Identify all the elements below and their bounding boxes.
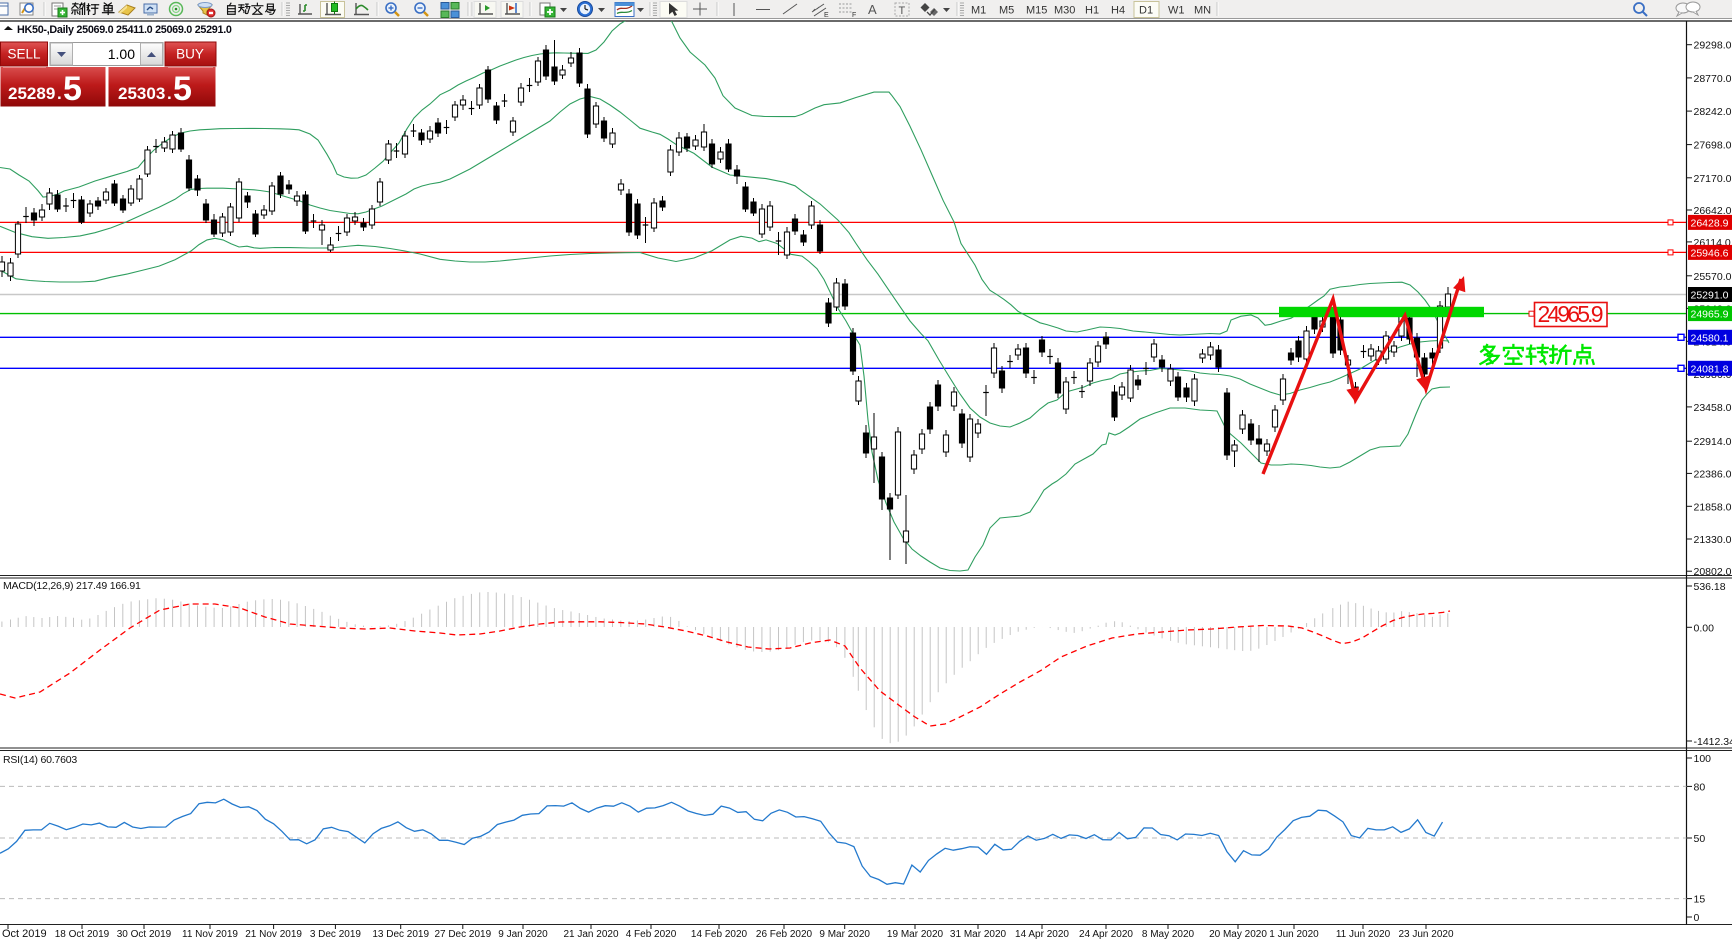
svg-text:M1: M1	[971, 5, 986, 17]
svg-text:0.00: 0.00	[1694, 622, 1715, 634]
svg-text:0: 0	[1694, 912, 1700, 924]
svg-text:30 Oct 2019: 30 Oct 2019	[117, 929, 172, 940]
svg-text:25303: 25303	[118, 84, 165, 103]
svg-text:M15: M15	[1026, 5, 1047, 17]
svg-text:11 Jun 2020: 11 Jun 2020	[1336, 929, 1391, 940]
svg-text:50: 50	[1694, 833, 1706, 845]
svg-text:3 Dec 2019: 3 Dec 2019	[310, 929, 362, 940]
svg-text:MN: MN	[1194, 5, 1211, 17]
svg-text:26 Feb 2020: 26 Feb 2020	[756, 929, 813, 940]
svg-text:19 Mar 2020: 19 Mar 2020	[887, 929, 944, 940]
svg-text:5: 5	[173, 70, 192, 108]
svg-text:.: .	[57, 84, 62, 103]
svg-text:29298.0: 29298.0	[1694, 40, 1732, 52]
svg-text:14 Apr 2020: 14 Apr 2020	[1015, 929, 1069, 940]
svg-text:24965.9: 24965.9	[1691, 309, 1729, 321]
svg-text:.: .	[167, 84, 172, 103]
svg-text:T: T	[899, 5, 906, 17]
svg-text:27698.0: 27698.0	[1694, 140, 1732, 152]
svg-text:24081.8: 24081.8	[1691, 363, 1729, 375]
svg-text:F: F	[852, 12, 856, 19]
svg-text:9 Mar 2020: 9 Mar 2020	[819, 929, 870, 940]
svg-text:31 Mar 2020: 31 Mar 2020	[950, 929, 1007, 940]
svg-text:25291.0: 25291.0	[1691, 290, 1729, 302]
svg-text:-1412.34: -1412.34	[1694, 736, 1732, 748]
svg-text:M5: M5	[999, 5, 1014, 17]
svg-text:536.18: 536.18	[1694, 581, 1726, 593]
svg-text:13 Dec 2019: 13 Dec 2019	[372, 929, 429, 940]
svg-text:24965.9: 24965.9	[1538, 301, 1604, 327]
svg-text:27 Dec 2019: 27 Dec 2019	[434, 929, 491, 940]
svg-text:21 Jan 2020: 21 Jan 2020	[563, 929, 618, 940]
svg-text:21330.0: 21330.0	[1694, 534, 1732, 546]
svg-text:20 May 2020: 20 May 2020	[1209, 929, 1267, 940]
svg-text:9 Jan 2020: 9 Jan 2020	[498, 929, 548, 940]
svg-text:BUY: BUY	[176, 47, 204, 62]
svg-text:25570.0: 25570.0	[1694, 271, 1732, 283]
svg-text:HK50-,Daily 25069.0 25411.0 2: HK50-,Daily 25069.0 25411.0 25069.0 2529…	[17, 24, 232, 36]
svg-text:27170.0: 27170.0	[1694, 173, 1732, 185]
svg-text:15: 15	[1694, 894, 1706, 906]
svg-text:24580.1: 24580.1	[1691, 332, 1729, 344]
svg-text:18 Oct 2019: 18 Oct 2019	[55, 929, 110, 940]
svg-text:25289: 25289	[8, 84, 55, 103]
svg-text:22914.0: 22914.0	[1694, 436, 1732, 448]
svg-text:RSI(14) 60.7603: RSI(14) 60.7603	[3, 754, 77, 766]
svg-text:4 Feb 2020: 4 Feb 2020	[626, 929, 677, 940]
svg-text:SELL: SELL	[7, 47, 41, 62]
svg-text:21858.0: 21858.0	[1694, 501, 1732, 513]
svg-text:Oct 2019: Oct 2019	[2, 928, 47, 940]
svg-text:100: 100	[1694, 753, 1712, 765]
svg-text:1 Jun 2020: 1 Jun 2020	[1269, 929, 1319, 940]
svg-text:24 Apr 2020: 24 Apr 2020	[1079, 929, 1133, 940]
svg-text:80: 80	[1694, 781, 1706, 793]
svg-text:M30: M30	[1054, 5, 1075, 17]
svg-text:26642.0: 26642.0	[1694, 205, 1732, 217]
svg-text:E: E	[824, 12, 829, 19]
svg-text:W1: W1	[1168, 5, 1185, 17]
svg-text:5: 5	[63, 70, 82, 108]
svg-text:A: A	[868, 2, 877, 17]
svg-text:22386.0: 22386.0	[1694, 468, 1732, 480]
svg-text:21 Nov 2019: 21 Nov 2019	[245, 929, 302, 940]
svg-text:23 Jun 2020: 23 Jun 2020	[1398, 929, 1453, 940]
svg-text:H1: H1	[1085, 5, 1099, 17]
svg-text:23458.0: 23458.0	[1694, 402, 1732, 414]
svg-text:28242.0: 28242.0	[1694, 106, 1732, 118]
svg-text:MACD(12,26,9) 217.49 166.91: MACD(12,26,9) 217.49 166.91	[3, 580, 141, 592]
svg-text:20802.0: 20802.0	[1694, 566, 1732, 578]
svg-text:26428.9: 26428.9	[1691, 217, 1729, 229]
svg-text:8 May 2020: 8 May 2020	[1142, 929, 1195, 940]
svg-text:25946.6: 25946.6	[1691, 247, 1729, 259]
svg-text:11 Nov 2019: 11 Nov 2019	[182, 929, 238, 940]
svg-text:H4: H4	[1111, 5, 1125, 17]
svg-text:D1: D1	[1139, 5, 1153, 17]
svg-text:1.00: 1.00	[108, 46, 135, 62]
svg-text:14 Feb 2020: 14 Feb 2020	[691, 929, 748, 940]
svg-text:28770.0: 28770.0	[1694, 73, 1732, 85]
